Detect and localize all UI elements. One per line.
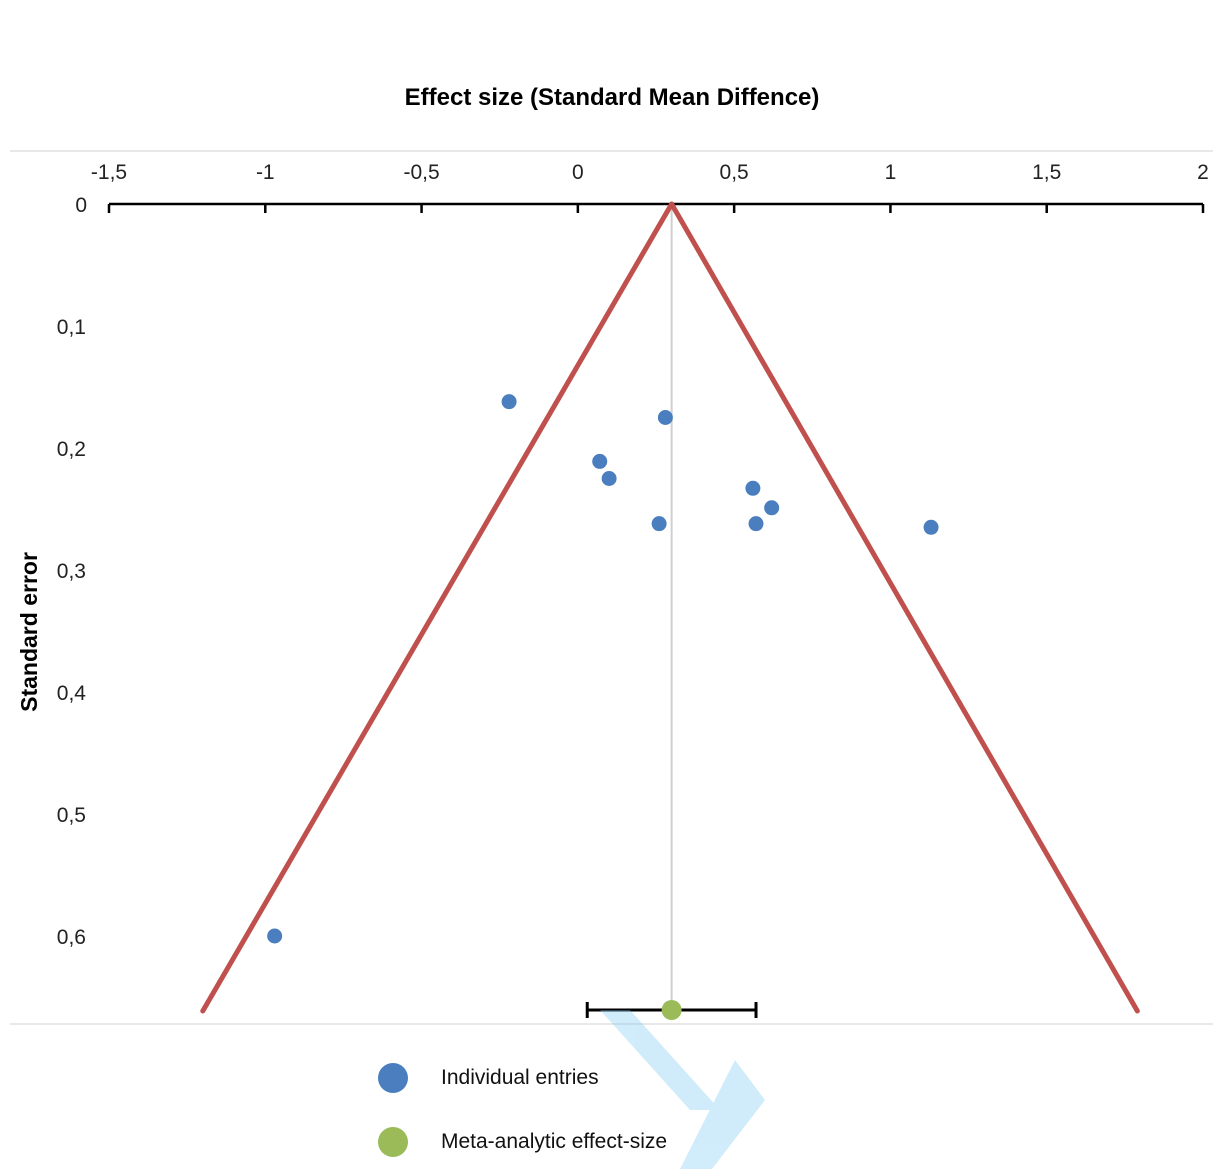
data-points [267,394,939,1020]
x-tick-label: 1 [885,161,897,184]
data-point-individual [501,394,517,410]
x-tick-label: 1,5 [1032,161,1061,184]
y-axis-label: Standard error [16,552,42,712]
y-tick-label: 0,5 [57,804,86,827]
data-point-individual [267,928,283,944]
legend-label-individual: Individual entries [441,1066,599,1089]
chart-title: Effect size (Standard Mean Diffence) [405,84,820,111]
y-tick-label: 0 [75,194,87,217]
data-point-individual [657,410,673,425]
y-tick-label: 0,4 [57,682,87,705]
x-tick-label: -0,5 [403,161,439,184]
legend-item-meta: Meta-analytic effect-size [378,1122,667,1162]
data-point-individual [651,516,667,532]
data-point-individual [748,516,764,532]
funnel-triangle [200,201,1140,1014]
legend-marker-individual [378,1063,408,1093]
x-tick-label: 0,5 [720,161,749,184]
data-point-individual [592,453,608,469]
funnel-left-edge [200,201,675,1014]
watermark-stroke [680,1060,765,1169]
watermark-stroke [600,1010,720,1110]
watermark [600,1010,765,1169]
y-tick-label: 0,1 [57,316,86,339]
y-axis: 0 0,1 0,2 0,3 0,4 0,5 0,6 [57,194,87,949]
funnel-right-edge [669,201,1140,1014]
x-tick-label: 2 [1197,161,1209,184]
data-point-individual [745,480,761,496]
x-tick-label: 0 [572,161,584,184]
legend-marker-meta [378,1127,408,1157]
data-point-meta [661,1000,682,1020]
x-axis: -1,5 -1 -0,5 0 0,5 1 1,5 2 [91,161,1209,213]
y-tick-label: 0,3 [57,560,86,583]
x-tick-label: -1,5 [91,161,127,184]
y-tick-label: 0,2 [57,438,86,461]
legend-item-individual: Individual entries [378,1058,599,1098]
data-point-individual [601,471,617,486]
y-tick-label: 0,6 [57,926,86,949]
data-point-individual [764,500,780,516]
data-point-individual [923,519,939,535]
legend-label-meta: Meta-analytic effect-size [441,1130,668,1153]
x-tick-label: -1 [256,161,275,184]
